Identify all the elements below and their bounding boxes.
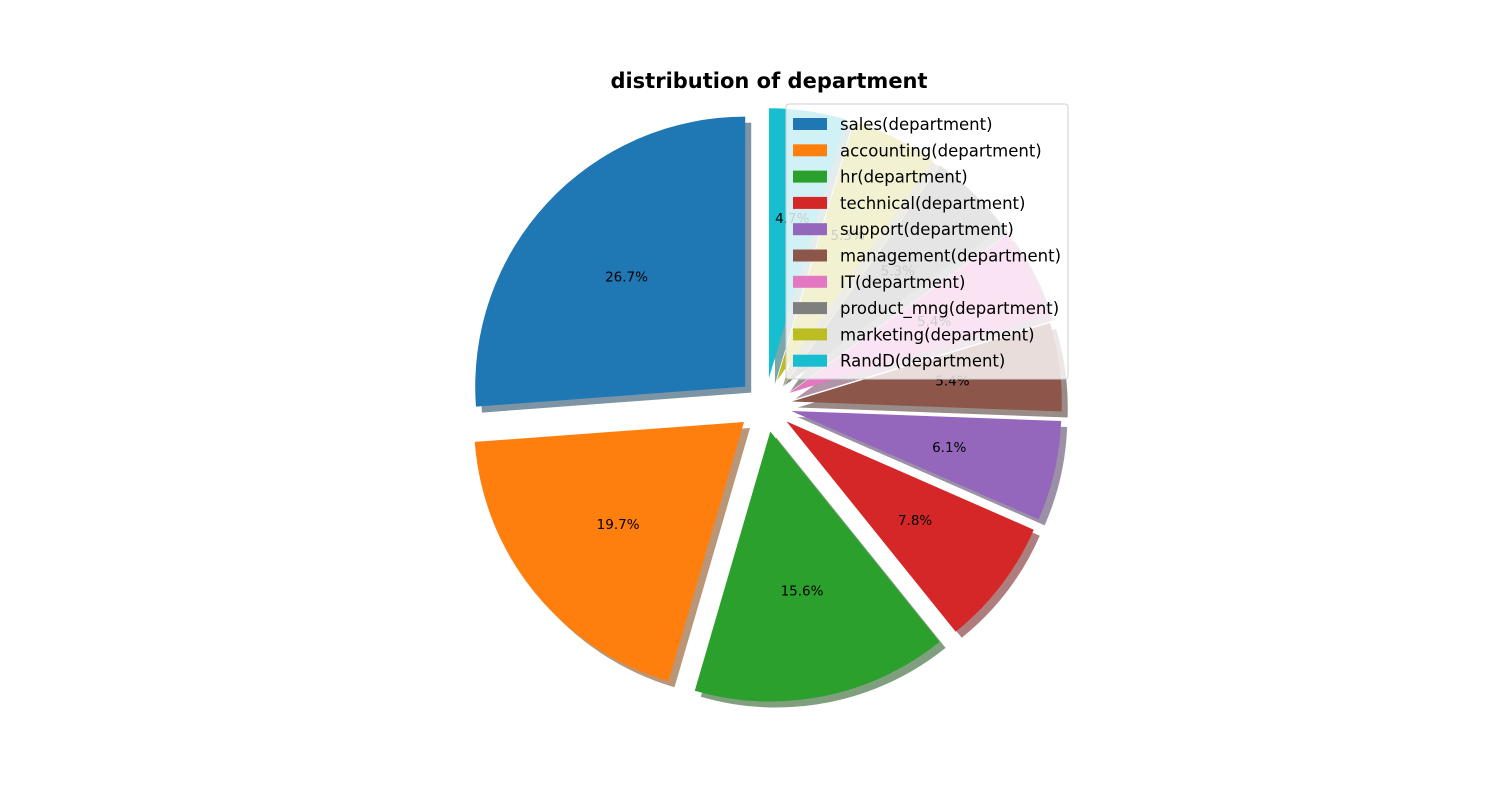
legend-label-it: IT(department) (840, 273, 965, 292)
legend-swatch-sales (793, 118, 827, 130)
slice-label-accounting: 19.7% (597, 517, 640, 533)
legend-swatch-it (793, 275, 827, 288)
legend-label-sales: sales(department) (840, 115, 993, 134)
legend-box (785, 103, 1069, 380)
chart-title: distribution of department (610, 69, 927, 93)
legend-label-marketing: marketing(department) (840, 325, 1035, 344)
legend-swatch-marketing (793, 328, 827, 341)
slice-label-support: 6.1% (932, 440, 966, 456)
slice-label-sales: 26.7% (605, 269, 648, 285)
legend-swatch-accounting (793, 144, 827, 157)
legend-label-product-mng: product_mng(department) (840, 299, 1059, 319)
legend-label-accounting: accounting(department) (840, 141, 1042, 160)
legend-swatch-hr (793, 170, 827, 183)
legend-swatch-randd (793, 354, 827, 367)
legend-label-management: management(department) (840, 247, 1061, 266)
legend-label-support: support(department) (840, 220, 1014, 239)
legend-label-hr: hr(department) (840, 168, 968, 187)
pie-slice-technical (786, 421, 1034, 632)
pie-slice-hr (694, 431, 940, 702)
slice-label-hr: 15.6% (781, 583, 824, 599)
legend-swatch-management (793, 249, 827, 262)
legend-swatch-support (793, 223, 827, 236)
legend-label-randd: RandD(department) (840, 352, 1005, 371)
legend: sales(department) accounting(department) h… (785, 103, 1069, 380)
pie-slice-accounting (474, 421, 745, 682)
pie-slice-support (791, 411, 1062, 520)
legend-swatch-product-mng (793, 302, 827, 315)
slice-label-technical: 7.8% (898, 513, 932, 529)
legend-label-technical: technical(department) (840, 194, 1025, 213)
legend-swatch-technical (793, 196, 827, 209)
pie-slice-sales (475, 116, 746, 407)
